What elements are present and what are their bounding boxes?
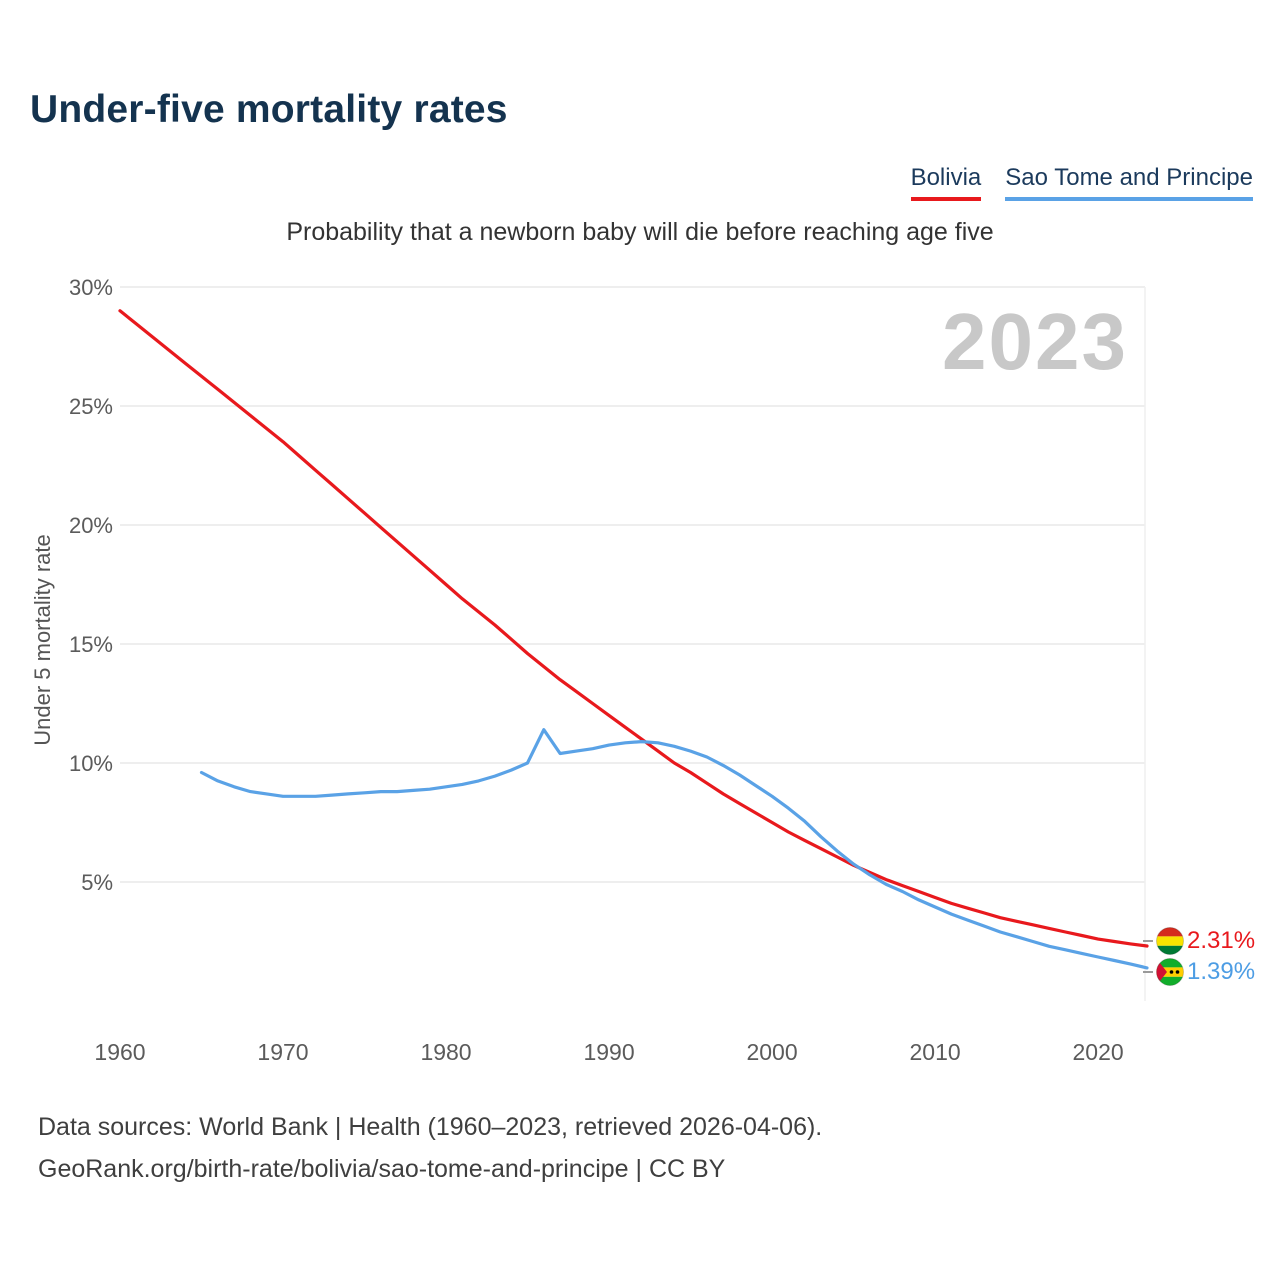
y-tick-label: 30% [69, 275, 113, 300]
series-line-sao-tome[interactable] [199, 728, 1149, 970]
end-value-bolivia: 2.31% [1187, 927, 1256, 954]
footer: Data sources: World Bank | Health (1960–… [38, 1106, 822, 1190]
attribution-line: GeoRank.org/birth-rate/bolivia/sao-tome-… [38, 1155, 726, 1183]
gridlines [120, 286, 1146, 1001]
tick-connector [1143, 940, 1153, 942]
y-tick-label: 20% [69, 513, 113, 538]
legend-item-sao-tome[interactable]: Sao Tome and Principe [1005, 164, 1253, 201]
tick-connector [1143, 971, 1153, 973]
x-tick-label: 1960 [94, 1039, 145, 1065]
end-value-sao-tome: 1.39% [1187, 958, 1256, 985]
x-tick-label: 1990 [583, 1039, 634, 1065]
page-title: Under-five mortality rates [30, 88, 508, 131]
chart-subtitle: Probability that a newborn baby will die… [286, 218, 994, 246]
x-tick-labels: 1960 1970 1980 1990 2000 2010 2020 [94, 1039, 1123, 1065]
y-tick-label: 25% [69, 394, 113, 419]
x-tick-label: 2010 [909, 1039, 960, 1065]
series-line-bolivia[interactable] [118, 309, 1149, 948]
x-tick-label: 1970 [257, 1039, 308, 1065]
x-tick-label: 2020 [1073, 1039, 1124, 1065]
y-tick-label: 5% [81, 870, 113, 895]
y-tick-label: 10% [69, 751, 113, 776]
sao-tome-flag-icon [1156, 958, 1184, 986]
year-watermark: 2023 [942, 297, 1128, 386]
x-tick-label: 1980 [420, 1039, 471, 1065]
end-label-bolivia: 2.31% [1143, 927, 1255, 955]
x-tick-label: 2000 [746, 1039, 797, 1065]
y-tick-labels: 5% 10% 15% 20% 25% 30% [69, 275, 113, 895]
legend-item-bolivia[interactable]: Bolivia [910, 164, 982, 201]
data-sources-line: Data sources: World Bank | Health (1960–… [38, 1113, 823, 1141]
y-tick-label: 15% [69, 632, 113, 657]
end-label-sao-tome: 1.39% [1143, 958, 1255, 986]
legend: Bolivia Sao Tome and Principe [910, 164, 1253, 201]
bolivia-flag-icon [1156, 927, 1184, 955]
